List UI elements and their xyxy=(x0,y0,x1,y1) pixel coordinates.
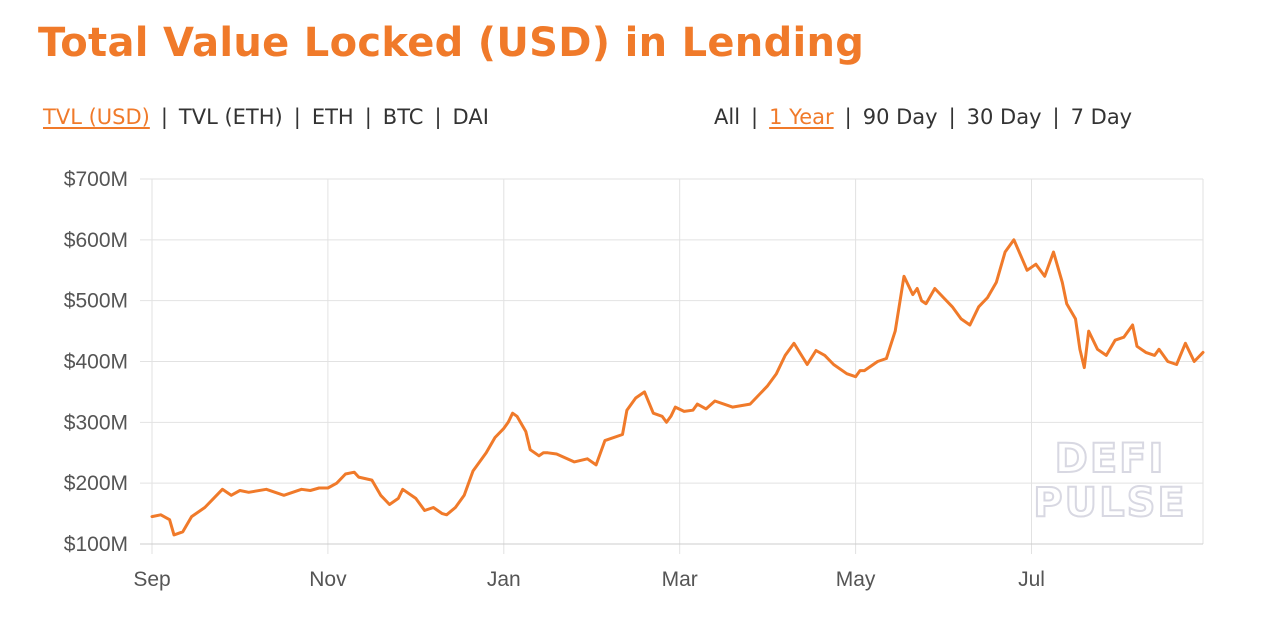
y-tick-label: $600M xyxy=(64,229,128,252)
chart-grid xyxy=(140,178,1204,554)
y-tick-label: $400M xyxy=(64,351,128,374)
page-title: Total Value Locked (USD) in Lending xyxy=(38,20,865,66)
tab-separator: | xyxy=(293,105,301,129)
range-all[interactable]: All xyxy=(714,105,741,129)
x-tick-label: Mar xyxy=(662,568,698,591)
y-tick-label: $700M xyxy=(64,168,128,191)
x-tick-label: Jan xyxy=(487,568,521,591)
tab-dai[interactable]: DAI xyxy=(452,105,489,129)
defi-pulse-watermark: DEFI PULSE xyxy=(1032,435,1186,527)
tab-separator: | xyxy=(434,105,442,129)
watermark-line-2: PULSE xyxy=(1033,480,1186,526)
tvl-series-line xyxy=(150,238,1205,537)
range-tabs: All | 1 Year | 90 Day | 30 Day | 7 Day xyxy=(714,105,1132,129)
tab-tvl-eth[interactable]: TVL (ETH) xyxy=(178,105,283,129)
watermark-line-1: DEFI xyxy=(1055,436,1166,482)
y-tick-label: $500M xyxy=(64,290,128,313)
tab-separator: | xyxy=(1052,105,1060,129)
tab-btc[interactable]: BTC xyxy=(382,105,424,129)
range-7-day[interactable]: 7 Day xyxy=(1070,105,1133,129)
y-tick-label: $300M xyxy=(64,411,128,434)
x-axis: Sep Nov Jan Mar May Jul xyxy=(133,568,1045,591)
range-30-day[interactable]: 30 Day xyxy=(966,105,1042,129)
tab-separator: | xyxy=(844,105,852,129)
tab-eth[interactable]: ETH xyxy=(311,105,354,129)
range-1-year[interactable]: 1 Year xyxy=(769,105,834,129)
y-axis: $100M $200M $300M $400M $500M $600M $700M xyxy=(64,168,128,556)
x-tick-label: Nov xyxy=(309,568,347,591)
tab-separator: | xyxy=(948,105,956,129)
x-tick-label: Sep xyxy=(133,568,170,591)
x-tick-label: Jul xyxy=(1018,568,1045,591)
tab-separator: | xyxy=(751,105,759,129)
tab-separator: | xyxy=(364,105,372,129)
y-tick-label: $200M xyxy=(64,472,128,495)
range-90-day[interactable]: 90 Day xyxy=(862,105,938,129)
tab-tvl-usd[interactable]: TVL (USD) xyxy=(43,105,150,129)
y-tick-label: $100M xyxy=(64,533,128,556)
tab-separator: | xyxy=(160,105,168,129)
metric-tabs: TVL (USD) | TVL (ETH) | ETH | BTC | DAI xyxy=(43,105,489,129)
x-tick-label: May xyxy=(836,568,876,591)
series-layer xyxy=(150,238,1205,537)
